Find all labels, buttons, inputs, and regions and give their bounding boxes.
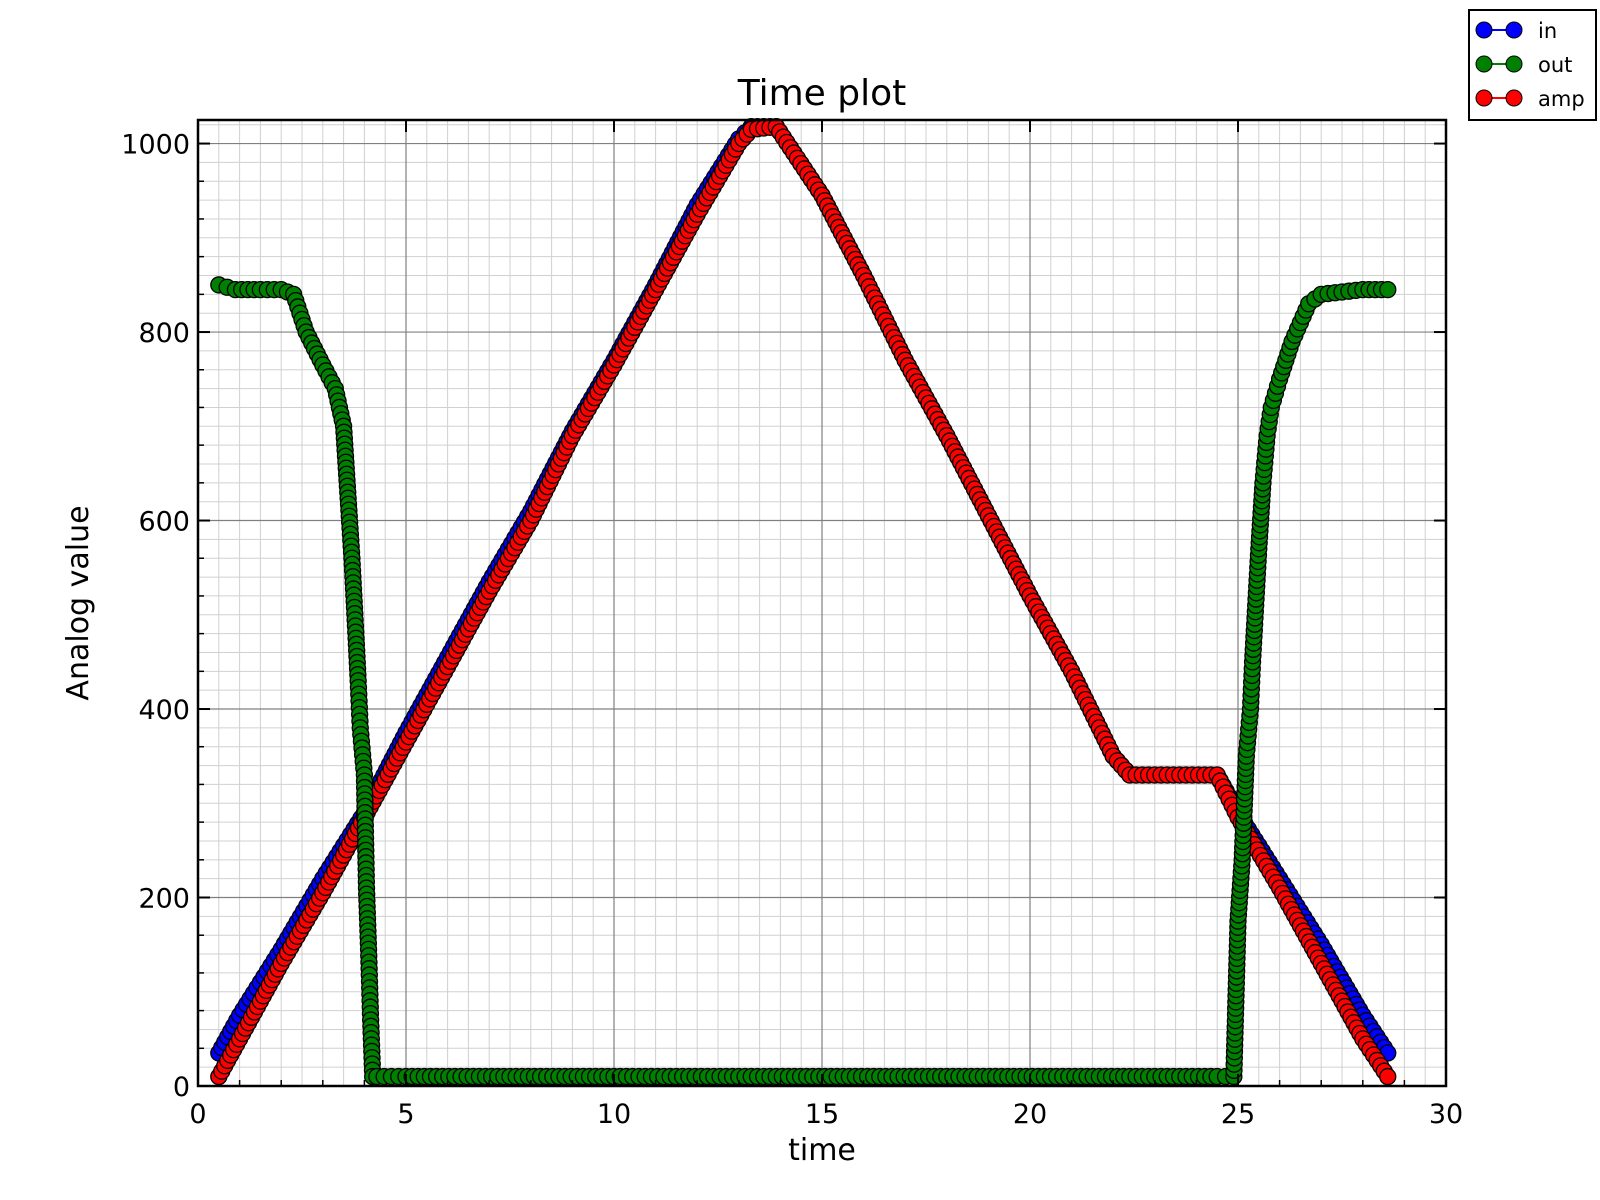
y-tick-label: 600: [138, 507, 190, 538]
series-layer: [210, 117, 1397, 1086]
x-tick-label: 5: [397, 1099, 414, 1130]
legend-label-out: out: [1538, 53, 1572, 77]
y-tick-label: 0: [173, 1072, 190, 1103]
x-tick-label: 30: [1429, 1099, 1463, 1130]
legend-entry-amp: amp: [1475, 87, 1585, 111]
x-tick-label: 0: [189, 1099, 206, 1130]
x-tick-label: 15: [805, 1099, 839, 1130]
series-out: [210, 276, 1397, 1086]
y-axis-title: Analog value: [61, 505, 96, 700]
y-tick-label: 400: [138, 695, 190, 726]
y-tick-label: 200: [138, 884, 190, 915]
legend-label-amp: amp: [1538, 87, 1585, 111]
point-out: [1379, 280, 1397, 299]
y-tick-label: 800: [138, 318, 190, 349]
legend-label-in: in: [1538, 19, 1557, 43]
y-tick-label: 1000: [121, 130, 190, 161]
x-tick-label: 25: [1221, 1099, 1255, 1130]
legend-entry-in: in: [1475, 19, 1557, 43]
legend: in out amp: [1468, 9, 1597, 121]
point-amp: [1379, 1067, 1397, 1086]
legend-entry-out: out: [1475, 53, 1572, 77]
x-tick-label: 10: [597, 1099, 631, 1130]
x-tick-label: 20: [1013, 1099, 1047, 1130]
tick-marks: [197, 120, 1447, 1087]
chart-title: Time plot: [737, 73, 907, 114]
x-axis-title: time: [788, 1133, 856, 1168]
tick-labels: 0 5 10 15 20 25 30 0 200 400 600 800 1000: [121, 130, 1463, 1130]
